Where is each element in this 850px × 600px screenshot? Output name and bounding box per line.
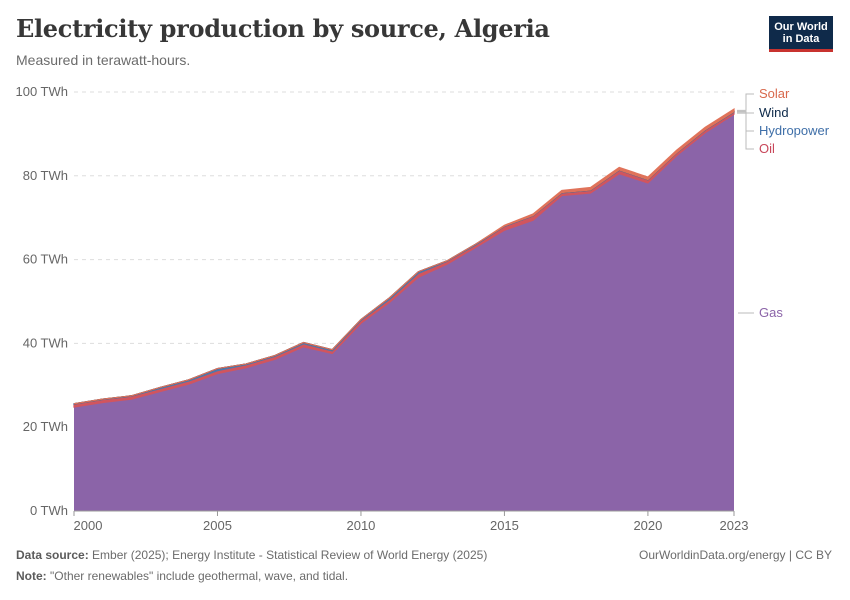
chart-note: Note: "Other renewables" include geother…	[16, 569, 348, 583]
data-source-label: Data source:	[16, 548, 89, 562]
legend-label-gas[interactable]: Gas	[759, 305, 783, 320]
y-tick-label-0: 0 TWh	[30, 503, 68, 518]
x-tick-label-2000: 2000	[74, 518, 103, 533]
y-axis: 0 TWh 20 TWh 40 TWh 60 TWh 80 TWh 100 TWh	[15, 84, 68, 518]
legend-connector-hydropower	[737, 111, 754, 132]
x-tick-label-2023: 2023	[720, 518, 749, 533]
x-tick-label-2015: 2015	[490, 518, 519, 533]
legend: Gas Oil Hydropower Wind Solar	[737, 86, 830, 320]
area-solar[interactable]	[73, 108, 735, 405]
chart-subtitle: Measured in terawatt-hours.	[16, 52, 191, 68]
legend-connector-wind	[737, 111, 754, 114]
data-source: Data source: Ember (2025); Energy Instit…	[16, 548, 487, 562]
note-label: Note:	[16, 569, 47, 583]
chart-title: Electricity production by source, Algeri…	[16, 14, 550, 43]
credit-link[interactable]: OurWorldinData.org/energy | CC BY	[639, 548, 832, 562]
logo-line-2: in Data	[782, 33, 820, 45]
x-axis: 2000 2005 2010 2015 2020 2023	[73, 510, 749, 533]
x-tick-label-2005: 2005	[203, 518, 232, 533]
legend-label-solar[interactable]: Solar	[759, 86, 790, 101]
y-tick-label-60: 60 TWh	[23, 252, 68, 267]
y-tick-label-80: 80 TWh	[23, 168, 68, 183]
legend-label-hydropower[interactable]: Hydropower	[759, 123, 830, 138]
data-source-text: Ember (2025); Energy Institute - Statist…	[92, 548, 488, 562]
logo-line-1: Our World	[774, 21, 828, 33]
y-tick-label-100: 100 TWh	[15, 84, 68, 99]
legend-label-oil[interactable]: Oil	[759, 141, 775, 156]
owid-logo[interactable]: Our World in Data	[769, 16, 833, 52]
y-tick-label-40: 40 TWh	[23, 335, 68, 350]
x-tick-label-2020: 2020	[633, 518, 662, 533]
legend-label-wind[interactable]: Wind	[759, 105, 789, 120]
series-areas	[73, 108, 735, 511]
legend-connector-solar	[737, 93, 754, 111]
note-text: "Other renewables" include geothermal, w…	[50, 569, 349, 583]
area-gas[interactable]	[74, 114, 734, 511]
x-tick-label-2010: 2010	[346, 518, 375, 533]
y-tick-label-20: 20 TWh	[23, 419, 68, 434]
